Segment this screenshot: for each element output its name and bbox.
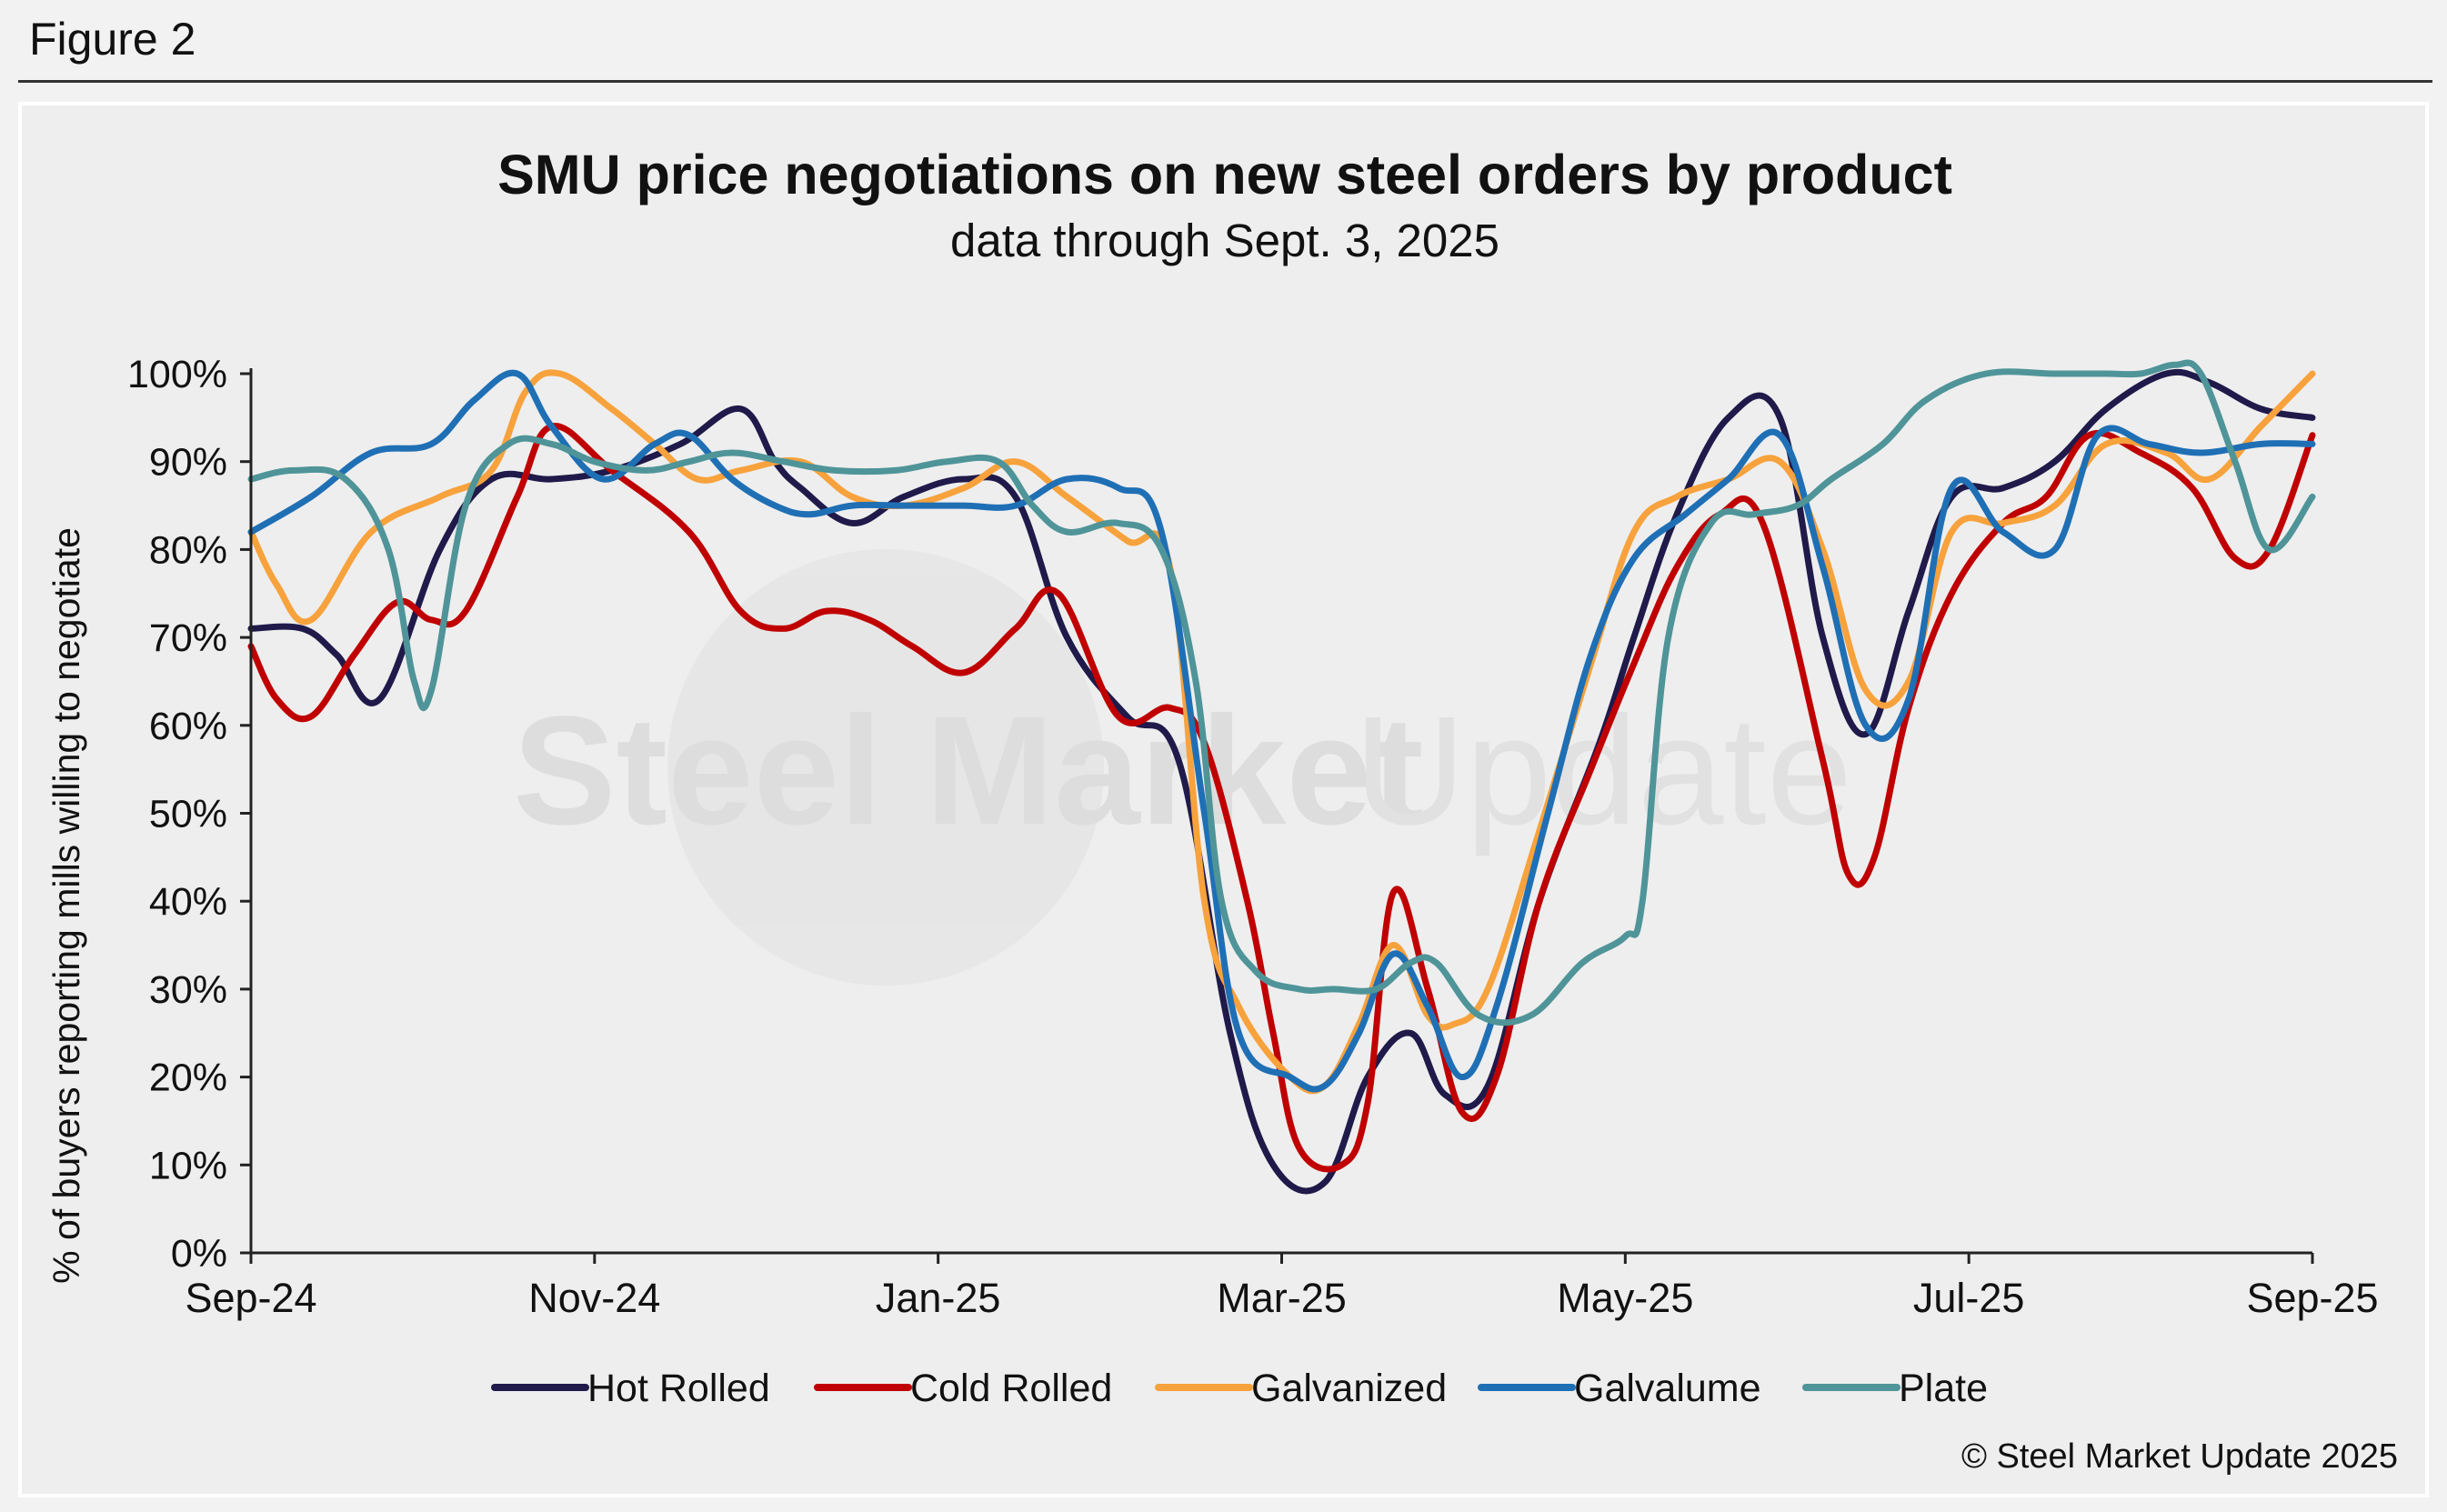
y-tick-label: 20% <box>149 1056 227 1100</box>
figure-label: Figure 2 <box>29 14 196 65</box>
y-tick-label: 90% <box>149 441 227 485</box>
watermark: Steel Market Update <box>513 549 1852 986</box>
chart-svg: Steel Market Update SMU price negotiatio… <box>45 144 2398 1476</box>
legend-label: Galvalume <box>1574 1367 1761 1410</box>
y-tick-label: 30% <box>149 968 227 1012</box>
y-axis-label: % of buyers reporting mills willing to n… <box>45 527 87 1284</box>
legend-label: Cold Rolled <box>910 1367 1112 1410</box>
y-tick-label: 70% <box>149 616 227 660</box>
x-tick-label: Sep-25 <box>2246 1275 2378 1321</box>
x-tick-label: May-25 <box>1557 1275 1693 1321</box>
y-tick-label: 40% <box>149 880 227 924</box>
axes <box>240 368 2314 1264</box>
watermark-bold-text: Steel Market <box>513 685 1424 857</box>
legend-label: Plate <box>1899 1367 1988 1410</box>
header-rule <box>18 80 2432 83</box>
y-tick-label: 80% <box>149 528 227 572</box>
y-tick-labels: 0% 10% 20% 30% 40% 50% 60% 70% 80% 90% 100% <box>127 353 227 1276</box>
chart-title: SMU price negotiations on new steel orde… <box>497 144 1952 205</box>
x-tick-label: Mar-25 <box>1217 1275 1347 1321</box>
chart-subtitle: data through Sept. 3, 2025 <box>950 215 1499 266</box>
legend: Hot Rolled Cold Rolled Galvanized Galvalume… <box>491 1367 1988 1410</box>
x-tick-label: Sep-24 <box>185 1275 316 1321</box>
series-line-galvalume <box>247 369 2316 1093</box>
series-line-hot-rolled <box>247 368 2316 1195</box>
copyright-text: © Steel Market Update 2025 <box>1961 1437 2398 1476</box>
chart-panel: Steel Market Update SMU price negotiatio… <box>18 102 2429 1497</box>
legend-label: Hot Rolled <box>587 1367 770 1410</box>
x-tick-label: Nov-24 <box>528 1275 660 1321</box>
y-tick-label: 50% <box>149 793 227 836</box>
x-tick-label: Jul-25 <box>1913 1275 2025 1321</box>
x-tick-labels: Sep-24 Nov-24 Jan-25 Mar-25 May-25 Jul-25 Sep-… <box>185 1275 2378 1321</box>
y-tick-label: 0% <box>171 1232 227 1276</box>
y-tick-label: 100% <box>127 353 227 396</box>
legend-label: Galvanized <box>1251 1367 1447 1410</box>
series-line-plate <box>247 359 2316 1026</box>
watermark-light-text: Update <box>1354 685 1852 857</box>
y-tick-label: 10% <box>149 1144 227 1187</box>
x-tick-label: Jan-25 <box>876 1275 1001 1321</box>
series-line-cold-rolled <box>247 423 2316 1173</box>
y-tick-label: 60% <box>149 705 227 748</box>
watermark-globe-icon <box>667 549 1104 986</box>
series-layer <box>247 359 2316 1195</box>
